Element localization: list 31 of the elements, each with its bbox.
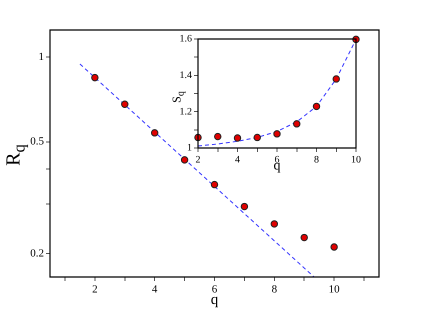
point bbox=[91, 74, 99, 82]
x-tick-label: 10 bbox=[351, 154, 361, 166]
point bbox=[254, 134, 261, 142]
x-tick-label: 2 bbox=[92, 283, 98, 296]
point bbox=[330, 243, 338, 251]
x-tick-label: 4 bbox=[152, 283, 158, 296]
x-tick-label: 8 bbox=[272, 283, 278, 296]
point bbox=[214, 132, 222, 140]
y-tick-label: 1 bbox=[187, 142, 192, 154]
point bbox=[210, 180, 218, 188]
x-tick-label: 2 bbox=[196, 154, 200, 166]
point bbox=[234, 134, 242, 142]
point bbox=[273, 130, 281, 138]
point bbox=[270, 220, 278, 228]
point bbox=[150, 129, 158, 137]
x-tick-label: 10 bbox=[328, 283, 340, 296]
point bbox=[312, 102, 320, 110]
point bbox=[300, 234, 308, 242]
point bbox=[293, 120, 300, 128]
y-tick-label: 1.6 bbox=[180, 34, 192, 45]
point bbox=[180, 156, 188, 164]
y-tick-label: 0.2 bbox=[30, 247, 44, 260]
y-tick-label: 0.5 bbox=[30, 136, 44, 148]
x-tick-label: 4 bbox=[235, 154, 240, 166]
y-tick-label: 1 bbox=[38, 51, 44, 64]
point bbox=[332, 75, 340, 83]
point bbox=[240, 202, 248, 210]
point bbox=[121, 100, 128, 108]
x-tick-label: 8 bbox=[314, 154, 319, 166]
y-tick-label: 1.4 bbox=[180, 70, 192, 81]
y-tick-label: 1.2 bbox=[180, 106, 192, 118]
